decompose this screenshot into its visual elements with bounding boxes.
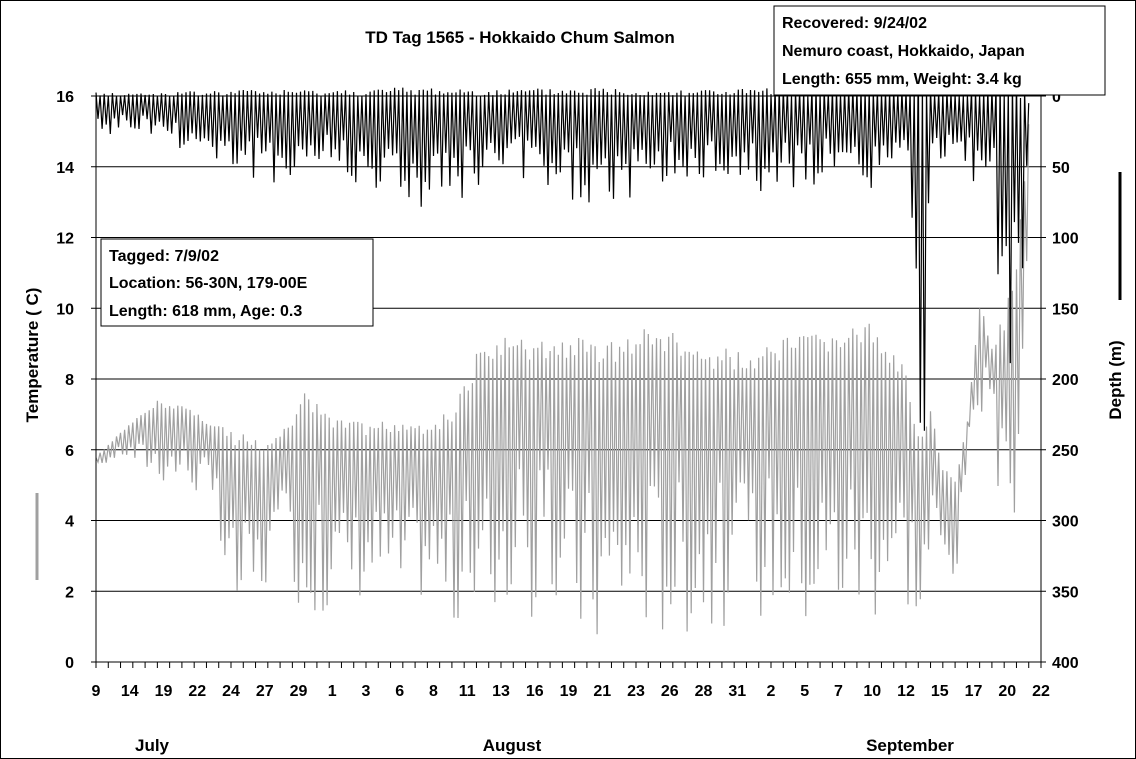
y2-tick-label-0: 400 [1052,655,1079,672]
x-tick-label-9: 6 [395,683,404,700]
tagged-line-3: Length: 618 mm, Age: 0.3 [109,303,302,320]
y-tick-label-5: 10 [56,301,74,318]
recovered-info-box: Recovered: 9/24/02 Nemuro coast, Hokkaid… [773,5,1106,96]
x-tick-label-19: 31 [728,683,746,700]
x-tick-label-13: 16 [526,683,544,700]
y-tick-label-7: 14 [56,160,74,177]
y-axis-left: 0 2 4 6 8 10 12 14 16 [56,89,96,672]
y-tick-label-2: 4 [65,514,74,531]
y-tick-label-4: 8 [65,372,74,389]
x-tick-label-2: 19 [155,683,173,700]
y-tick-label-0: 0 [65,655,74,672]
tagged-line-2: Location: 56-30N, 179-00E [109,275,308,292]
x-tick-label-1: 14 [121,683,139,700]
y-axis-right: 400 350 300 250 200 150 100 50 0 [1041,89,1079,672]
y2-tick-label-6: 100 [1052,231,1079,248]
temperature-line [95,124,1030,635]
x-tick-label-26: 17 [965,683,983,700]
tagged-info-box: Tagged: 7/9/02 Location: 56-30N, 179-00E… [100,238,374,327]
temperature-series [95,124,1030,635]
x-tick-label-7: 1 [328,683,337,700]
x-tick-label-25: 15 [931,683,949,700]
chart-title: TD Tag 1565 - Hokkaido Chum Salmon [365,28,675,47]
y2-tick-label-2: 300 [1052,514,1079,531]
y2-tick-label-5: 150 [1052,301,1079,318]
y2-axis-label: Depth (m) [1106,340,1125,419]
y-tick-label-8: 16 [56,89,74,106]
y2-tick-label-3: 250 [1052,443,1079,460]
y-axis-label: Temperature ( C) [23,288,42,423]
x-tick-label-28: 22 [1032,683,1050,700]
y2-tick-label-8: 0 [1052,89,1061,106]
month-label-september: September [866,736,954,755]
x-tick-label-27: 20 [998,683,1016,700]
x-tick-label-14: 19 [560,683,578,700]
x-tick-label-16: 23 [627,683,645,700]
recovered-line-1: Recovered: 9/24/02 [782,15,927,32]
x-tick-label-6: 29 [290,683,308,700]
x-tick-label-0: 9 [92,683,101,700]
tagged-line-1: Tagged: 7/9/02 [109,248,219,265]
x-tick-label-8: 3 [362,683,371,700]
y-tick-label-6: 12 [56,231,74,248]
x-tick-label-24: 12 [897,683,915,700]
x-tick-label-4: 24 [222,683,240,700]
x-tick-label-3: 22 [188,683,206,700]
recovered-line-2: Nemuro coast, Hokkaido, Japan [782,43,1025,60]
x-tick-label-5: 27 [256,683,274,700]
month-label-july: July [135,736,170,755]
x-tick-label-21: 5 [800,683,809,700]
y2-tick-label-7: 50 [1052,160,1070,177]
x-tick-label-15: 21 [593,683,611,700]
y-tick-label-3: 6 [65,443,74,460]
recovered-line-3: Length: 655 mm, Weight: 3.4 kg [782,71,1022,88]
x-tick-label-12: 13 [492,683,510,700]
x-tick-label-17: 26 [661,683,679,700]
x-tick-label-10: 8 [429,683,438,700]
x-axis: 9 14 19 22 24 27 29 1 3 6 8 11 13 16 19 21 23 26 28 31 2 5 7 10… [92,662,1050,700]
x-tick-label-23: 10 [863,683,881,700]
x-tick-label-20: 2 [767,683,776,700]
y2-tick-label-4: 200 [1052,372,1079,389]
y-tick-label-1: 2 [65,584,74,601]
month-label-august: August [483,736,542,755]
y2-tick-label-1: 350 [1052,584,1079,601]
x-tick-label-11: 11 [459,683,476,700]
x-tick-label-22: 7 [834,683,843,700]
x-tick-label-18: 28 [695,683,713,700]
